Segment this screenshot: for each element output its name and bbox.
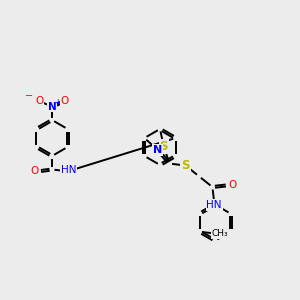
Text: S: S — [181, 159, 190, 172]
Text: +: + — [54, 98, 60, 107]
Text: O: O — [30, 166, 39, 176]
Text: HN: HN — [206, 200, 222, 210]
Text: O: O — [228, 180, 236, 190]
Text: HN: HN — [61, 165, 76, 175]
Text: CH₃: CH₃ — [212, 229, 229, 238]
Text: O: O — [61, 96, 69, 106]
Text: −: − — [25, 91, 33, 101]
Text: N: N — [48, 101, 56, 112]
Text: S: S — [160, 140, 168, 153]
Text: O: O — [35, 96, 43, 106]
Text: N: N — [153, 145, 162, 155]
